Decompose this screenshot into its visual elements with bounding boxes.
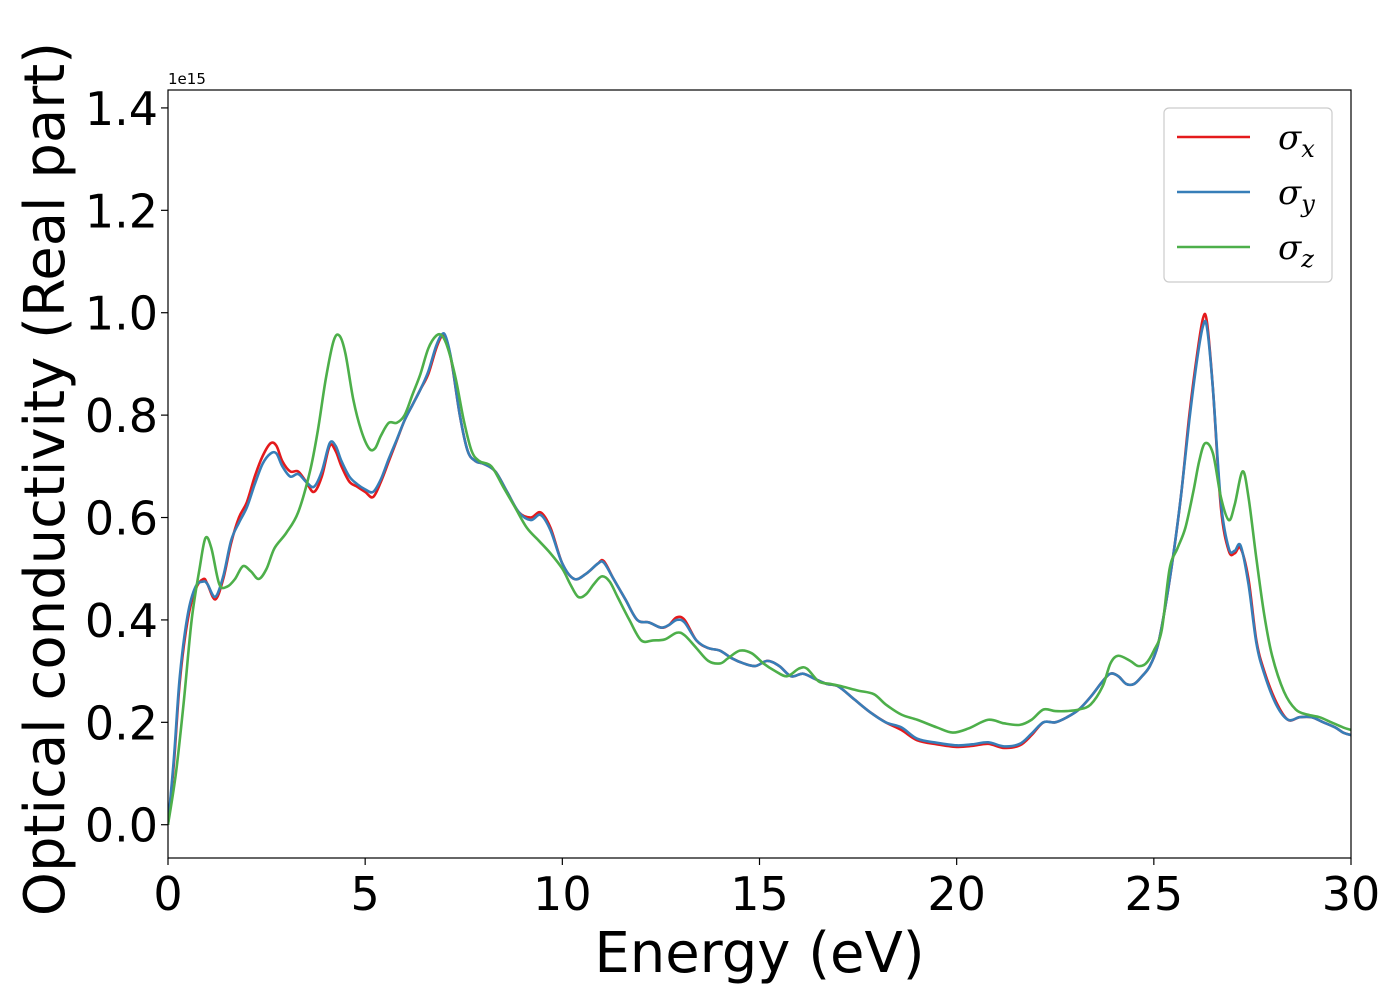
y-tick-label: 1.4: [85, 82, 158, 136]
x-tick-label: 30: [1322, 867, 1381, 921]
x-tick-label: 20: [927, 867, 986, 921]
legend-label-symbol: σ: [1278, 118, 1302, 158]
y-tick-label: 0.8: [85, 389, 158, 443]
legend-label-symbol: σ: [1278, 228, 1302, 268]
legend-label-subscript: x: [1301, 135, 1315, 163]
y-tick-label: 1.2: [85, 184, 158, 238]
y-tick-label: 1.0: [85, 287, 158, 341]
legend-label-symbol: σ: [1278, 173, 1302, 213]
x-tick-label: 15: [730, 867, 789, 921]
y-offset-label: 1e15: [168, 70, 206, 88]
legend-label-subscript: y: [1300, 190, 1315, 218]
y-tick-label: 0.4: [85, 594, 158, 648]
legend-box: [1163, 107, 1333, 283]
legend-label-x: σx: [1278, 118, 1315, 163]
y-axis-ticks: 0.0 0.2 0.4 0.6 0.8 1.0 1.2 1.4: [85, 82, 168, 853]
series-layer: [168, 312, 1351, 825]
legend-label-y: σy: [1278, 173, 1315, 218]
series-line-x: [168, 312, 1351, 825]
y-tick-label: 0.2: [85, 696, 158, 750]
x-tick-label: 10: [533, 867, 592, 921]
legend-label-subscript: z: [1300, 245, 1314, 273]
y-tick-label: 0.6: [85, 492, 158, 546]
y-axis-label: Optical conductivity (Real part): [13, 42, 78, 916]
series-line-z: [168, 332, 1351, 825]
x-tick-label: 5: [351, 867, 380, 921]
x-tick-label: 25: [1125, 867, 1184, 921]
x-axis-ticks: 0 5 10 15 20 25 30: [153, 858, 1380, 921]
y-tick-label: 0.0: [85, 799, 158, 853]
x-axis-label: Energy (eV): [594, 921, 924, 986]
series-line-y: [168, 319, 1351, 825]
x-tick-label: 0: [153, 867, 182, 921]
legend-label-z: σz: [1278, 228, 1314, 273]
